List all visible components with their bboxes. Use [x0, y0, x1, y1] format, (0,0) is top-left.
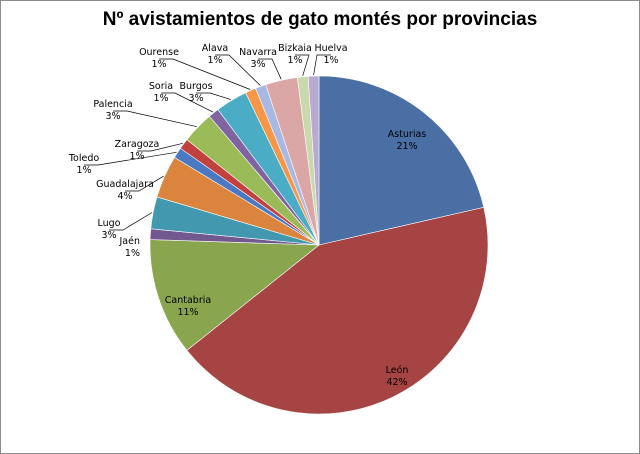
slice-label-ourense: Ourense: [139, 47, 179, 58]
leader-line-palencia: [113, 110, 197, 128]
slice-label-huelva: Huelva: [314, 43, 347, 54]
slice-value-jaen: 1%: [125, 248, 140, 259]
slice-huelva: [307, 75, 320, 246]
slice-asturias: [318, 75, 485, 246]
leader-line-ourense: [159, 58, 251, 90]
leader-line-guadalajara: [125, 175, 164, 192]
slice-value-leon: 42%: [386, 377, 407, 388]
leader-line-soria: [161, 92, 214, 113]
slice-label-burgos: Burgos: [179, 81, 212, 92]
slice-value-soria: 1%: [153, 93, 168, 104]
slice-label-guadalajara: Guadalajara: [96, 179, 154, 190]
slice-value-alava: 1%: [207, 55, 222, 66]
slice-value-bizkaia: 1%: [287, 55, 302, 66]
slice-value-lugo: 3%: [101, 230, 116, 241]
slice-value-guadalajara: 4%: [117, 191, 132, 202]
leader-line-alava: [215, 54, 261, 86]
leader-line-lugo: [109, 212, 153, 231]
slice-label-jaen: Jaén: [119, 236, 141, 247]
slice-label-leon: León: [386, 365, 409, 376]
leader-line-toledo: [84, 151, 177, 166]
slice-value-zaragoza: 1%: [129, 151, 144, 162]
slice-label-alava: Alava: [202, 43, 228, 54]
leader-line-burgos: [196, 92, 232, 100]
slice-value-navarra: 3%: [250, 59, 265, 70]
slice-leon: [186, 207, 489, 415]
leader-line-navarra: [258, 58, 282, 80]
slice-value-asturias: 21%: [396, 141, 417, 152]
slice-label-cantabria: Cantabria: [165, 295, 211, 306]
slice-label-zaragoza: Zaragoza: [115, 139, 160, 150]
slice-value-huelva: 1%: [323, 55, 338, 66]
leader-line-bizkaia: [295, 54, 310, 76]
chart-title: Nº avistamientos de gato montés por prov…: [102, 9, 538, 30]
slice-label-toledo: Toledo: [68, 153, 100, 164]
leader-line-huelva: [313, 54, 331, 76]
slice-value-palencia: 3%: [105, 111, 120, 122]
slice-value-burgos: 3%: [188, 93, 203, 104]
slice-label-palencia: Palencia: [93, 99, 132, 110]
slice-value-toledo: 1%: [76, 165, 91, 176]
slice-label-lugo: Lugo: [98, 218, 121, 229]
leader-line-zaragoza: [137, 142, 183, 152]
slice-label-navarra: Navarra: [239, 47, 277, 58]
slice-label-asturias: Asturias: [388, 129, 427, 140]
slice-label-soria: Soria: [149, 81, 173, 92]
slice-value-cantabria: 11%: [177, 307, 198, 318]
slice-label-bizkaia: Bizkaia: [278, 43, 312, 54]
slice-cantabria: [149, 239, 320, 351]
slice-value-ourense: 1%: [151, 59, 166, 70]
